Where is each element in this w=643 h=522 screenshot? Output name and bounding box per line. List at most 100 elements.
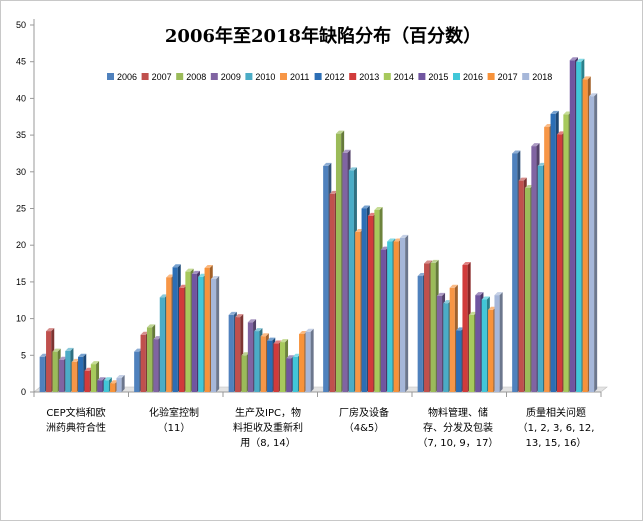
bar-front: [323, 165, 329, 392]
bar-top: [292, 353, 301, 357]
bar-front: [235, 317, 241, 392]
bar-front: [191, 273, 197, 392]
bar-front: [46, 331, 52, 392]
y-tick-label: 0: [21, 387, 26, 397]
bar-top: [524, 184, 534, 188]
bar-top: [191, 270, 200, 274]
x-category-label-line: 料拒收及重新利: [233, 423, 303, 434]
bar-top: [204, 264, 213, 268]
bar-front: [512, 153, 518, 392]
bar-front: [299, 334, 305, 392]
bar: [116, 375, 125, 392]
bar-top: [58, 356, 68, 360]
bar-top: [210, 275, 220, 279]
bar-side: [405, 234, 409, 392]
bar-top: [417, 273, 426, 277]
legend-swatch: [487, 73, 495, 80]
bar-top: [488, 306, 497, 310]
bar-top: [475, 292, 484, 296]
bar-front: [178, 287, 185, 392]
bar-front: [329, 193, 335, 392]
bar-front: [443, 303, 449, 392]
bar-top: [361, 205, 370, 209]
bar-top: [399, 234, 409, 238]
bar-top: [424, 260, 433, 264]
legend-swatch: [141, 73, 149, 80]
bar-top: [299, 331, 308, 335]
bar-top: [134, 348, 143, 352]
legend-swatch: [418, 73, 426, 80]
bar-top: [531, 143, 540, 147]
bar-front: [361, 208, 367, 392]
legend-label: 2018: [532, 72, 552, 82]
x-axis: [33, 391, 602, 397]
bar-front: [286, 358, 292, 392]
bar-side: [216, 275, 220, 392]
bar-front: [424, 263, 430, 392]
bar-top: [380, 246, 389, 250]
y-tick-label: 5: [21, 350, 26, 360]
x-category-label-line: （4&5）: [343, 423, 385, 434]
bar-top: [146, 324, 156, 328]
bar-top: [494, 292, 503, 296]
legend-label: 2013: [359, 72, 379, 82]
bar-front: [550, 113, 556, 393]
bar-front: [531, 146, 537, 392]
x-category-label: CEP文档和欧 洲药典符合性: [31, 406, 121, 436]
legend-label: 2011: [290, 72, 309, 82]
bar-front: [335, 133, 342, 392]
bar-front: [39, 356, 45, 392]
bar: [399, 234, 409, 392]
bar-front: [84, 370, 90, 392]
x-category-label-line: （7, 10, 9，17）: [417, 438, 499, 449]
bar-top: [367, 212, 377, 216]
bar-top: [537, 162, 546, 166]
bar-front: [228, 314, 234, 392]
bar-top: [97, 377, 106, 381]
bar-front: [518, 180, 524, 392]
bar-top: [550, 110, 559, 114]
legend-label: 2012: [325, 72, 345, 82]
bar-top: [355, 228, 364, 232]
legend-label: 2009: [221, 72, 241, 82]
x-category-label: 生产及IPC，物 料拒收及重新利 用（8, 14）: [223, 406, 313, 451]
bar-front: [166, 277, 172, 392]
bar-top: [387, 238, 396, 242]
x-category-label-line: 物料管理、储: [428, 408, 488, 419]
bar-top: [260, 333, 269, 337]
x-category-label-line: 厂房及设备: [339, 408, 389, 419]
bar-top: [52, 348, 61, 352]
bar-front: [116, 378, 122, 392]
bar-top: [46, 328, 55, 332]
bar-front: [430, 262, 436, 392]
bar-top: [228, 311, 237, 315]
bar-front: [78, 356, 84, 392]
x-category-label-line: （1, 2, 3, 6, 12,: [517, 423, 595, 434]
bar-top: [436, 292, 446, 296]
bar-front: [185, 271, 191, 392]
y-tick-label: 10: [16, 314, 26, 324]
bar-top: [267, 337, 276, 341]
bar-top: [481, 296, 490, 300]
bar-top: [247, 319, 257, 323]
legend-swatch: [522, 73, 530, 80]
bar-front: [355, 231, 361, 392]
bar-top: [140, 331, 149, 335]
bar-front: [481, 299, 487, 392]
bar-front: [52, 351, 58, 392]
bar-front: [65, 350, 71, 392]
bar-front: [456, 330, 462, 392]
bar-top: [198, 273, 207, 277]
legend-swatch: [349, 73, 357, 80]
bar-front: [159, 297, 165, 392]
bar-front: [449, 287, 455, 392]
bar-top: [335, 130, 345, 134]
bar-top: [110, 380, 119, 384]
legend-label: 2016: [463, 72, 483, 82]
bar-top: [166, 274, 175, 278]
bar-top: [116, 375, 125, 379]
bar-front: [556, 134, 563, 392]
bar-front: [462, 265, 468, 392]
bar-top: [518, 177, 527, 181]
bar-top: [235, 314, 244, 318]
